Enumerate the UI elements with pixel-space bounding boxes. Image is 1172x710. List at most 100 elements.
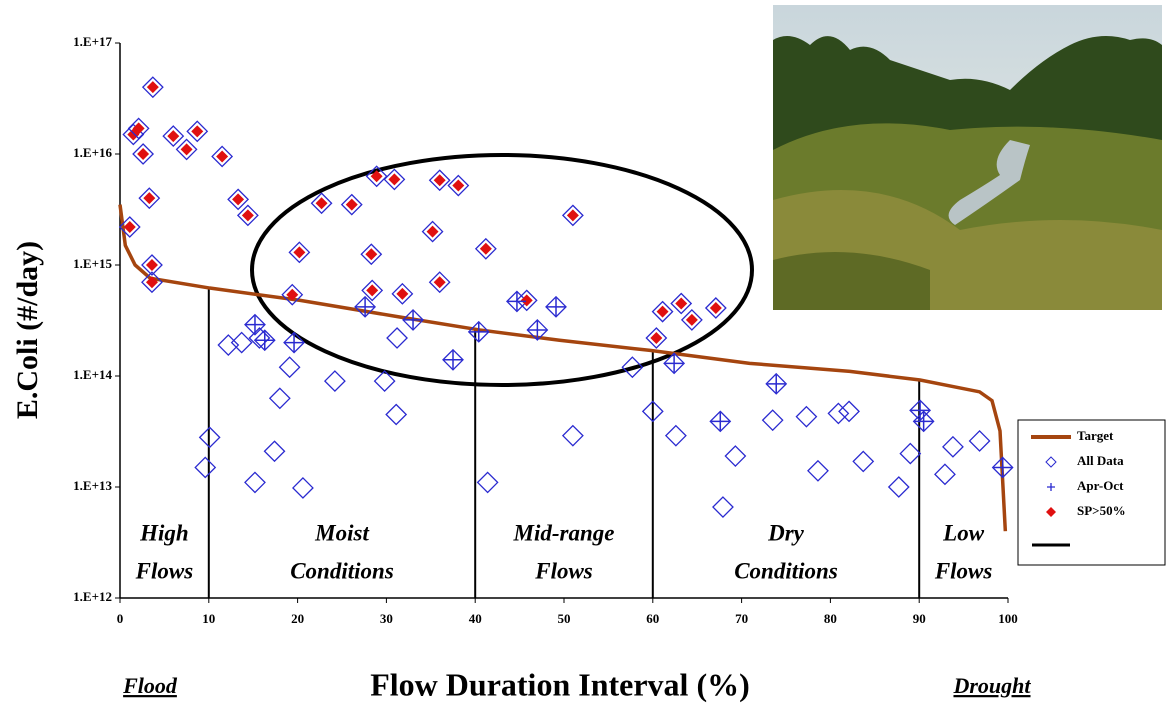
data-point [146,81,159,94]
data-point [230,331,253,354]
data-point [248,327,271,349]
data-point [566,209,579,222]
target-line [118,204,1008,532]
data-point [396,287,409,300]
data-point-plus [404,310,423,329]
x-tick-label: 10 [202,611,215,626]
data-point [942,435,964,458]
data-point [232,193,245,206]
data-point [545,295,567,318]
x-tick-label: 20 [291,611,304,626]
series [118,204,1008,532]
x-tick-label: 0 [117,611,124,626]
x-tick-label: 90 [913,611,926,626]
zone-label: Mid-range [513,520,615,545]
drought-label: Drought [952,673,1031,698]
data-point [167,130,180,143]
legend-box [1017,419,1166,566]
data-point [293,246,306,259]
data-point [198,426,221,449]
data-point [241,209,254,222]
data-point [433,174,446,187]
data-point [641,400,664,423]
data-point [315,197,328,210]
data-point-outline [383,168,406,191]
y-tick-label: 1.E+15 [73,256,112,271]
data-point [217,334,240,356]
photo [773,5,1162,310]
data-point [145,259,158,271]
data-point [561,424,584,447]
legend-label: SP>50% [1077,503,1126,518]
data-point-outline [236,204,259,227]
legend-label: Apr-Oct [1077,478,1124,493]
data-point [476,471,499,494]
data-point-outline [365,165,388,188]
data-point-outline [310,192,333,215]
highlight-ellipse [250,153,754,387]
data-point [426,225,439,238]
y-axis-title: E.Coli (#/day) [11,241,44,419]
data-point-outline [360,243,383,266]
data-point-outline [474,237,497,260]
legend-swatch [1046,507,1056,517]
legend-swatch [1047,483,1055,491]
data-point-outline [670,292,693,315]
data-point [656,305,669,318]
data-point-plus [356,297,375,316]
data-point [712,496,734,518]
data-point-outline [421,220,444,243]
data-point [132,122,145,135]
data-point [991,456,1014,479]
series [118,76,727,349]
data-point-outline [186,120,209,143]
data-point [370,170,383,183]
y-tick-label: 1.E+17 [73,34,112,49]
data-point [724,445,747,467]
data-point-outline [281,283,304,306]
data-point [838,400,860,423]
data-point-outline [361,279,384,302]
data-point-plus [767,374,786,393]
data-point [137,148,150,160]
data-point-outline [391,282,414,305]
data-point-plus [528,320,547,339]
x-tick-label: 70 [735,611,748,626]
data-point [365,248,378,261]
data-point-plus [911,401,930,420]
data-point-plus [469,322,488,341]
data-point [827,402,850,425]
data-point [366,284,379,297]
data-point [145,276,158,289]
flood-label: Flood [122,673,178,698]
data-point-outline [680,309,703,331]
data-point-plus [914,412,933,431]
data-point [467,320,490,343]
data-point-outline [132,143,155,165]
data-point [388,173,401,186]
x-tick-label: 80 [824,611,837,626]
data-point-outline [447,174,470,197]
data-point-outline [141,254,163,276]
data-point [621,356,644,379]
data-point [278,356,301,379]
data-point [263,440,286,463]
data-point [268,387,291,410]
data-point [402,309,424,331]
data-point [385,403,408,426]
x-axis-title: Flow Duration Interval (%) [370,666,750,702]
data-point-outline [138,187,161,210]
legend-label: Target [1077,428,1114,443]
y-tick-label: 1.E+13 [73,478,112,493]
y-tick-label: 1.E+14 [73,367,112,382]
legend-label: All Data [1077,453,1124,468]
data-point-outline [141,271,163,294]
series [245,292,1012,477]
zone-label: Flows [135,558,194,583]
data-point-plus [255,331,274,350]
data-point-outline [288,241,311,264]
data-point-outline [428,271,451,294]
data-point [194,456,217,479]
data-point [912,410,935,433]
